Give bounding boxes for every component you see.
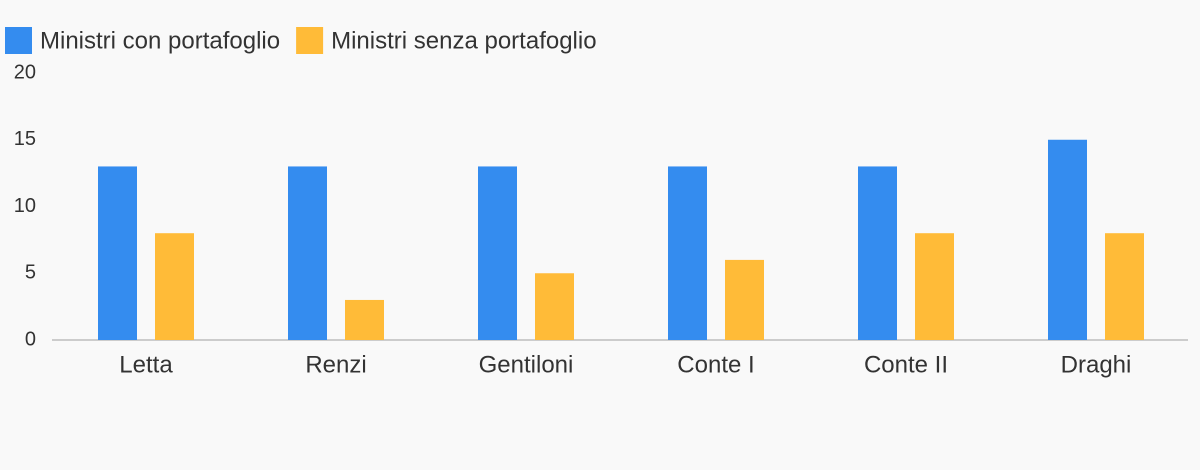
x-tick-label: Conte I [677,351,754,378]
bar [155,233,194,340]
bar [98,166,137,340]
bar [535,273,574,340]
legend-swatch [296,27,324,54]
bar [345,299,384,340]
bar [858,166,897,340]
x-tick-label: Draghi [1061,351,1132,378]
x-tick-label: Conte II [864,351,948,378]
x-tick-label: Renzi [305,351,366,378]
legend-swatch [5,27,32,54]
bar [478,166,517,340]
bar [915,233,954,340]
bar [668,166,707,340]
y-tick-label: 20 [14,61,36,83]
y-tick-label: 0 [25,328,36,350]
legend-label: Ministri senza portafoglio [331,27,596,54]
y-tick-label: 5 [25,262,36,284]
bar [1105,233,1144,340]
bar [1048,139,1087,340]
bar [725,259,764,340]
legend-label: Ministri con portafoglio [40,27,280,54]
bar [288,166,327,340]
y-tick-label: 15 [14,128,36,150]
x-tick-label: Gentiloni [479,351,574,378]
y-tick-label: 10 [14,195,36,217]
x-tick-label: Letta [119,351,173,378]
